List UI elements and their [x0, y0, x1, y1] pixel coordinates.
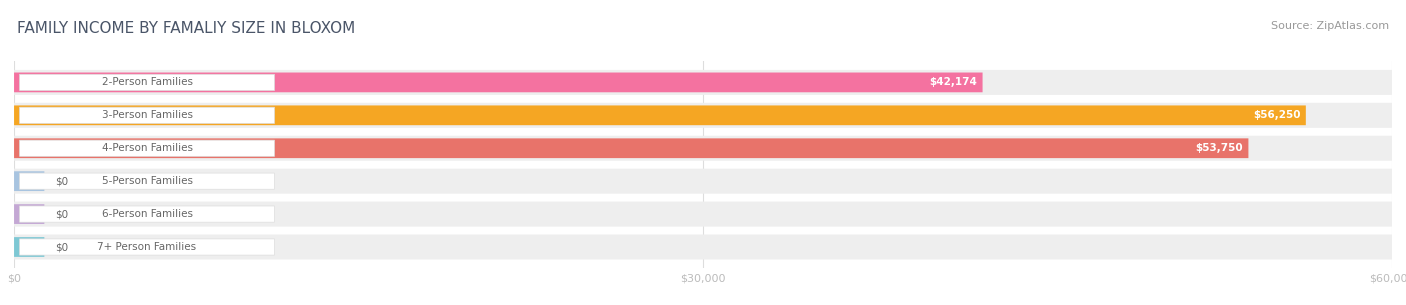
- FancyBboxPatch shape: [20, 107, 274, 124]
- FancyBboxPatch shape: [14, 136, 1392, 161]
- Text: $56,250: $56,250: [1253, 110, 1301, 120]
- FancyBboxPatch shape: [14, 138, 1249, 158]
- Text: 2-Person Families: 2-Person Families: [101, 77, 193, 88]
- Text: Source: ZipAtlas.com: Source: ZipAtlas.com: [1271, 21, 1389, 31]
- FancyBboxPatch shape: [14, 73, 983, 92]
- Text: $53,750: $53,750: [1195, 143, 1243, 153]
- FancyBboxPatch shape: [20, 206, 274, 222]
- FancyBboxPatch shape: [14, 204, 45, 224]
- FancyBboxPatch shape: [20, 173, 274, 189]
- FancyBboxPatch shape: [20, 74, 274, 91]
- FancyBboxPatch shape: [14, 202, 1392, 227]
- Text: 3-Person Families: 3-Person Families: [101, 110, 193, 120]
- Text: $42,174: $42,174: [929, 77, 977, 88]
- FancyBboxPatch shape: [14, 103, 1392, 128]
- Text: 7+ Person Families: 7+ Person Families: [97, 242, 197, 252]
- Text: 6-Person Families: 6-Person Families: [101, 209, 193, 219]
- FancyBboxPatch shape: [14, 235, 1392, 260]
- FancyBboxPatch shape: [14, 70, 1392, 95]
- Text: $0: $0: [55, 242, 69, 252]
- FancyBboxPatch shape: [14, 171, 45, 191]
- FancyBboxPatch shape: [14, 169, 1392, 194]
- FancyBboxPatch shape: [14, 237, 45, 257]
- Text: $0: $0: [55, 209, 69, 219]
- Text: 4-Person Families: 4-Person Families: [101, 143, 193, 153]
- FancyBboxPatch shape: [20, 239, 274, 255]
- FancyBboxPatch shape: [20, 140, 274, 156]
- Text: $0: $0: [55, 176, 69, 186]
- Text: FAMILY INCOME BY FAMALIY SIZE IN BLOXOM: FAMILY INCOME BY FAMALIY SIZE IN BLOXOM: [17, 21, 356, 36]
- Text: 5-Person Families: 5-Person Families: [101, 176, 193, 186]
- FancyBboxPatch shape: [14, 106, 1306, 125]
